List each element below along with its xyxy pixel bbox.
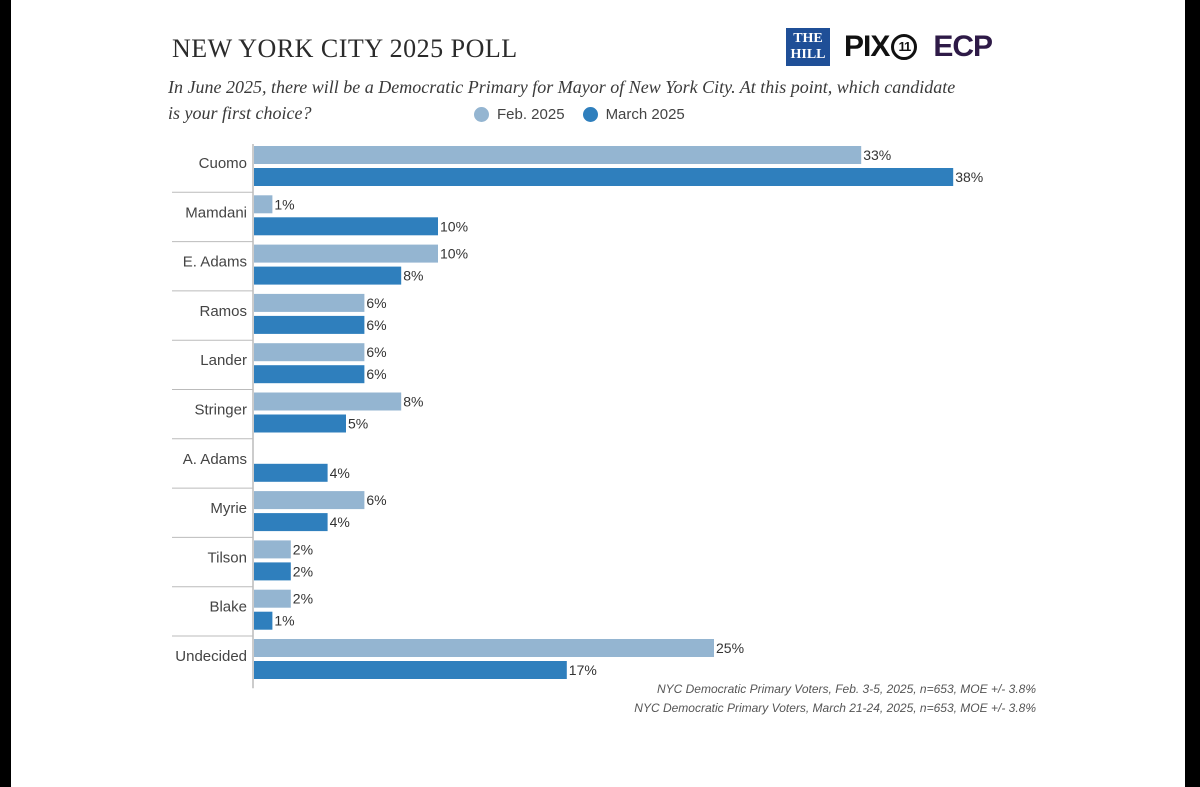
category-label-e-adams: E. Adams	[183, 254, 247, 271]
data-label-lander-march: 6%	[366, 366, 386, 382]
chart-legend: Feb. 2025 March 2025	[474, 106, 703, 123]
bar-cuomo-feb	[254, 146, 862, 164]
legend-swatch-march	[582, 107, 598, 122]
data-label-mamdani-feb: 1%	[274, 196, 294, 212]
data-label-e-adams-feb: 10%	[440, 246, 468, 262]
data-label-tilson-feb: 2%	[293, 541, 313, 557]
footnote-march: NYC Democratic Primary Voters, March 21-…	[634, 701, 1036, 715]
data-label-stringer-march: 5%	[348, 416, 368, 432]
bar-mamdani-feb	[254, 195, 273, 214]
bar-blake-feb	[254, 589, 291, 608]
page-title: NEW YORK CITY 2025 POLL	[172, 34, 518, 63]
pix11-logo: PIX 11	[844, 30, 918, 64]
legend-label-feb: Feb. 2025	[497, 106, 565, 123]
bar-lander-march	[254, 365, 365, 384]
data-label-cuomo-march: 38%	[955, 169, 983, 185]
category-label-ramos: Ramos	[199, 303, 247, 320]
category-label-lander: Lander	[200, 352, 247, 369]
the-hill-logo: THE HILL	[786, 28, 830, 66]
legend-swatch-feb	[474, 107, 489, 122]
bar-undecided-march	[254, 661, 567, 679]
data-label-cuomo-feb: 33%	[863, 147, 891, 163]
legend-label-march: March 2025	[605, 106, 685, 123]
pix-logo-text: PIX	[844, 30, 890, 63]
bar-blake-march	[254, 611, 273, 630]
data-label-ramos-feb: 6%	[366, 295, 386, 311]
bar-e-adams-march	[254, 266, 402, 285]
data-label-mamdani-march: 10%	[440, 218, 468, 234]
category-label-a-adams: A. Adams	[183, 451, 247, 468]
ecp-logo: ECP	[933, 30, 993, 63]
legend-item-feb: Feb. 2025	[474, 106, 565, 123]
category-label-cuomo: Cuomo	[199, 155, 247, 172]
category-label-undecided: Undecided	[175, 648, 247, 665]
bar-tilson-feb	[254, 540, 291, 559]
bar-stringer-march	[254, 414, 346, 433]
bar-undecided-feb	[254, 639, 714, 657]
data-label-myrie-march: 4%	[330, 514, 350, 530]
sponsor-logos: THE HILL PIX 11 ECP	[786, 28, 993, 66]
bar-tilson-march	[254, 562, 291, 581]
data-label-tilson-march: 2%	[293, 563, 313, 579]
data-label-a-adams-march: 4%	[330, 465, 350, 481]
bar-ramos-feb	[254, 293, 365, 312]
category-label-stringer: Stringer	[194, 402, 247, 419]
chart-subtitle: In June 2025, there will be a Democratic…	[168, 77, 956, 123]
data-label-stringer-feb: 8%	[403, 394, 423, 410]
bar-a-adams-march	[254, 463, 328, 482]
data-label-e-adams-march: 8%	[403, 268, 423, 284]
bar-stringer-feb	[254, 392, 402, 411]
footnote-feb: NYC Democratic Primary Voters, Feb. 3-5,…	[656, 682, 1036, 696]
data-label-undecided-feb: 25%	[716, 640, 744, 656]
category-label-tilson: Tilson	[208, 549, 247, 566]
pix-logo-number: 11	[891, 34, 918, 60]
bar-lander-feb	[254, 343, 365, 362]
category-label-mamdani: Mamdani	[185, 204, 247, 221]
bar-mamdani-march	[254, 217, 438, 236]
bar-e-adams-feb	[254, 244, 438, 263]
bar-myrie-feb	[254, 491, 365, 510]
bar-ramos-march	[254, 315, 365, 334]
data-label-ramos-march: 6%	[366, 317, 386, 333]
data-label-blake-feb: 2%	[293, 591, 313, 607]
data-label-undecided-march: 17%	[569, 662, 597, 678]
category-label-blake: Blake	[209, 599, 247, 616]
bar-cuomo-march	[254, 168, 954, 186]
category-label-myrie: Myrie	[210, 500, 247, 517]
data-label-lander-feb: 6%	[366, 344, 386, 360]
data-label-blake-march: 1%	[274, 613, 294, 629]
legend-item-march: March 2025	[582, 106, 685, 123]
data-label-myrie-feb: 6%	[366, 492, 386, 508]
bar-myrie-march	[254, 513, 328, 532]
